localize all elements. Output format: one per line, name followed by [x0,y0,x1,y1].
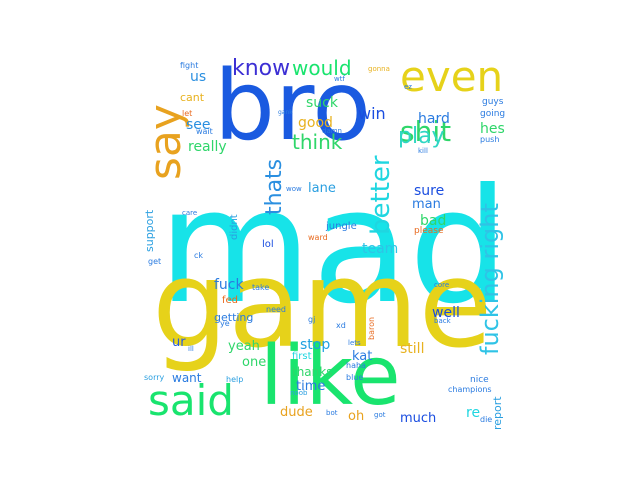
word-let: let [182,109,193,118]
word-get: get [148,257,162,266]
word-cloud: mad game bro like said even say know wou… [130,50,522,442]
word-thats: thats [262,158,287,215]
word-mad: mad [158,155,510,339]
word-lets: lets [348,339,361,347]
word-ward: ward [308,233,328,242]
word-would: would [292,56,352,80]
word-suck: suck [306,95,338,111]
word-back: back [434,317,451,325]
word-need: need [266,305,286,314]
word-ye: ye [220,319,230,328]
word-time: time [296,379,326,394]
word-kill: kill [418,147,428,155]
word-stop: stop [300,337,331,353]
word-lol: lol [262,239,274,250]
word-see: see [186,117,211,133]
word-report: report [491,396,504,430]
word-fuck: fuck [214,277,244,293]
word-nice: nice [470,375,489,385]
word-bot: bot [326,409,338,417]
word-haha: haha [346,361,366,370]
word-got: got [374,411,386,419]
word-baron: baron [367,316,376,340]
word-said: said [148,376,234,425]
word-push: push [480,135,500,144]
word-care: care [182,209,198,217]
word-man: man [412,197,441,212]
word-wait: wait [196,127,213,136]
word-core: core [434,281,450,289]
word-damn: damn [322,127,342,135]
word-gonna: gonna [368,65,390,73]
word-ez: ez [404,83,412,91]
word-take: take [252,283,270,292]
word-bad: bad [420,213,447,229]
word-yeah: yeah [228,339,260,354]
word-re: re [466,405,481,421]
word-thanks: thanks [292,365,333,379]
word-win: win [358,104,386,123]
word-gj: gj [308,315,316,324]
word-dude: dude [280,405,313,420]
word-even: even [400,52,504,101]
word-still: still [400,341,425,357]
word-fight: fight [180,61,199,70]
word-fucking-right: fucking right [476,203,504,355]
word-oh: oh [348,409,365,424]
word-good: good [298,115,333,131]
word-sorry: sorry [144,373,165,382]
word-cant: cant [180,91,205,104]
word-ur: ur [172,335,186,350]
word-getting: getting [214,311,254,324]
word-blue: blue [346,373,364,382]
word-ck: ck [194,251,204,260]
word-know: know [232,56,291,81]
word-game: game [152,236,493,375]
word-support: support [143,209,156,252]
word-jungle: jungle [326,221,357,232]
word-better: better [366,155,396,235]
word-guys: guys [482,97,504,107]
word-xd: xd [336,321,346,330]
word-lane: lane [308,181,336,196]
word-play: play [398,124,445,149]
word-bro: bro [214,50,372,162]
word-help: help [226,375,244,384]
word-one: one [242,355,267,370]
word-well: well [432,305,460,321]
word-wow: wow [286,185,302,193]
word-die: die [480,415,493,424]
word-much: much [400,411,437,426]
word-sure: sure [414,183,445,199]
word-going: going [480,109,506,119]
word-want: want [172,371,202,385]
word-first: first [292,351,312,362]
word-hard: hard [418,111,450,127]
word-like: like [260,329,401,424]
word-noob: noob [290,389,308,397]
word-gank: gank [278,109,293,116]
word-team: team [362,241,399,257]
word-think: think [292,130,343,154]
word-kat: kat [352,349,373,364]
word-shit: shit [400,115,452,148]
word-hes: hes [480,121,505,137]
word-really: really [188,139,227,155]
word-champions: champions [448,385,492,394]
word-fed: fed [222,295,239,306]
word-us: us [190,69,207,85]
word-didnt: didnt [229,214,240,240]
word-wtf: wtf [334,75,345,83]
word-please: please [414,226,444,236]
word-ill: ill [188,345,194,353]
